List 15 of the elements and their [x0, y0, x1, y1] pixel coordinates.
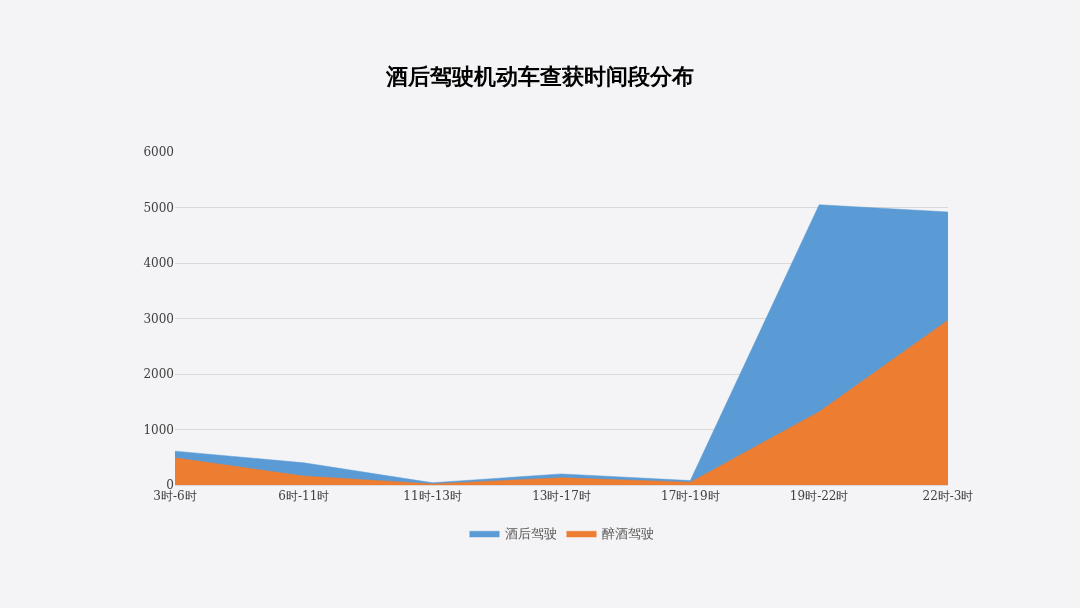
- x-tick-label: 17时-19时: [661, 489, 720, 504]
- y-tick-label: 6000: [143, 145, 174, 160]
- x-tick-label: 6时-11时: [278, 489, 330, 504]
- y-tick-label: 1000: [143, 422, 174, 437]
- legend-label: 醉酒驾驶: [601, 526, 654, 542]
- chart-title: 酒后驾驶机动车查获时间段分布: [385, 63, 694, 89]
- legend-label: 酒后驾驶: [504, 526, 557, 542]
- y-tick-label: 5000: [143, 200, 174, 215]
- y-tick-label: 3000: [143, 311, 174, 326]
- y-tick-label: 2000: [143, 367, 174, 382]
- y-tick-label: 4000: [143, 256, 174, 271]
- x-tick-label: 13时-17时: [532, 489, 591, 504]
- x-tick-label: 22时-3时: [922, 489, 974, 504]
- x-tick-label: 11时-13时: [403, 489, 462, 504]
- x-tick-label: 19时-22时: [789, 489, 849, 504]
